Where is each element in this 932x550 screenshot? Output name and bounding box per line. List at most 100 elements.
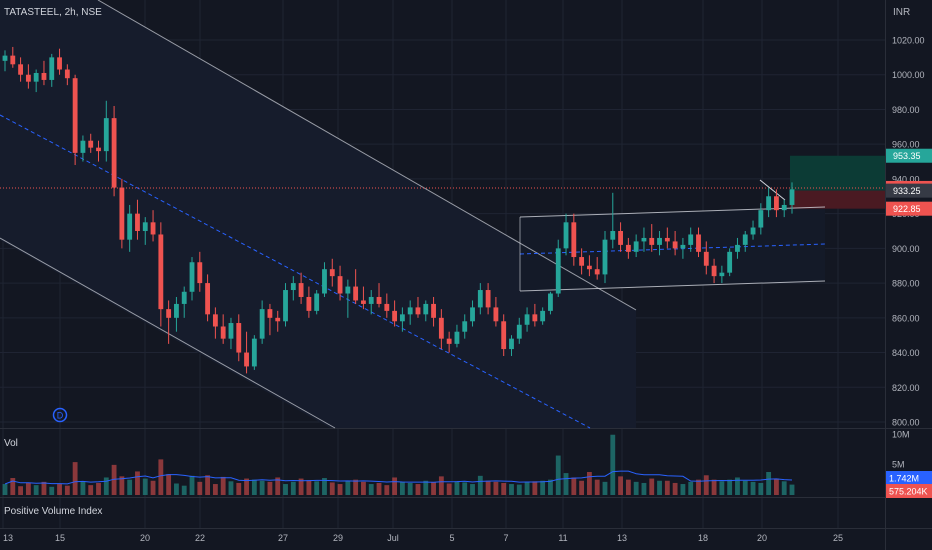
candle-body <box>493 307 499 322</box>
price-badge-bg <box>886 148 932 163</box>
price-badge-bg <box>886 201 932 216</box>
candle <box>462 314 468 339</box>
price-badge[interactable]: 922.85 <box>886 201 932 216</box>
volume-bar <box>711 479 717 495</box>
candle <box>672 231 678 256</box>
channel-midline[interactable] <box>0 114 591 429</box>
candle-body <box>571 222 577 258</box>
candle <box>641 227 647 252</box>
price-badge[interactable]: 933.25 <box>886 183 932 198</box>
volume-pane-title[interactable]: Vol <box>4 438 18 449</box>
volume-bar <box>470 484 475 495</box>
candle <box>322 262 327 297</box>
channel-upper-line[interactable] <box>97 0 637 311</box>
price-tick-label: 960.00 <box>892 140 920 150</box>
volume-badge[interactable]: 1.742M <box>886 471 932 485</box>
stop-loss-zone[interactable] <box>790 190 885 209</box>
candle-body <box>361 300 366 304</box>
candle <box>399 307 405 332</box>
candle <box>446 331 452 353</box>
take-profit-zone[interactable] <box>790 155 885 191</box>
event-marker[interactable]: D <box>52 407 68 423</box>
price-tick-label: 800.00 <box>892 418 920 428</box>
candle-body <box>212 314 218 327</box>
candle <box>477 283 483 315</box>
volume-bar <box>532 481 538 495</box>
price-badge[interactable]: 953.35 <box>886 148 932 163</box>
volume-bar <box>735 477 740 495</box>
candle <box>742 231 748 252</box>
candle <box>306 286 312 318</box>
volume-bar <box>96 482 101 495</box>
volume-badge[interactable]: 575.204K <box>886 484 932 498</box>
event-marker-circle <box>52 407 68 423</box>
pvi-pane-title[interactable]: Positive Volume Index <box>4 506 102 517</box>
candle <box>392 300 398 327</box>
candle <box>571 213 577 266</box>
volume-bar <box>376 482 382 495</box>
candle <box>329 258 335 287</box>
volume-bar <box>477 475 483 495</box>
candle <box>166 300 172 344</box>
candle-body <box>236 323 242 353</box>
candle-body <box>228 323 234 339</box>
volume-badge-bg <box>886 471 932 485</box>
candle-body <box>516 324 522 339</box>
candle-body <box>135 213 140 231</box>
volume-bar <box>789 484 795 495</box>
drawing-tools[interactable] <box>0 0 885 429</box>
volume-bar <box>571 477 577 495</box>
candle-body <box>49 57 55 80</box>
trend-line[interactable] <box>759 179 786 201</box>
volume-bar <box>649 478 655 495</box>
channel-lower-line[interactable] <box>0 237 336 429</box>
volume-bar <box>150 480 156 495</box>
candle-body <box>501 321 507 350</box>
time-tick-label: 29 <box>333 533 343 543</box>
volume-bar <box>594 479 600 495</box>
candle <box>337 265 343 301</box>
candle <box>111 105 117 197</box>
volume-bar <box>758 482 764 495</box>
volume-series <box>2 434 795 495</box>
volume-bar <box>306 480 312 495</box>
volume-bar <box>688 481 694 495</box>
candle <box>735 237 740 259</box>
candle-body <box>72 78 78 153</box>
candle-body <box>664 237 670 242</box>
candle <box>376 283 382 308</box>
candle <box>275 310 281 332</box>
volume-bar <box>431 482 436 495</box>
price-badge-label: 933.25 <box>893 186 921 196</box>
candle-body <box>548 293 553 311</box>
volume-bar <box>415 484 421 495</box>
volume-bar <box>166 474 172 495</box>
candle <box>696 227 701 258</box>
candle <box>25 64 31 89</box>
candle-body <box>2 55 8 61</box>
volume-bar <box>33 485 39 495</box>
volume-bar <box>267 481 273 495</box>
candle <box>384 293 390 318</box>
symbol-label[interactable]: TATASTEEL, 2h, NSE <box>4 7 102 18</box>
candle-body <box>446 338 452 344</box>
candle-body <box>368 296 374 304</box>
candle <box>290 276 296 301</box>
candle-body <box>462 321 468 332</box>
volume-bar <box>501 482 507 495</box>
candle-body <box>244 352 249 367</box>
range-midline[interactable] <box>519 243 826 255</box>
candle-body <box>594 269 600 275</box>
candle <box>579 248 585 275</box>
volume-bar <box>548 479 553 495</box>
volume-bar <box>766 471 772 495</box>
volume-bar <box>361 481 366 495</box>
candle <box>415 296 421 318</box>
candle-body <box>696 234 701 252</box>
candle <box>119 178 125 249</box>
range-lower-line[interactable] <box>519 280 826 292</box>
price-badge-label: 922.85 <box>893 204 921 214</box>
volume-bar <box>774 478 779 495</box>
candle-body <box>33 72 39 82</box>
